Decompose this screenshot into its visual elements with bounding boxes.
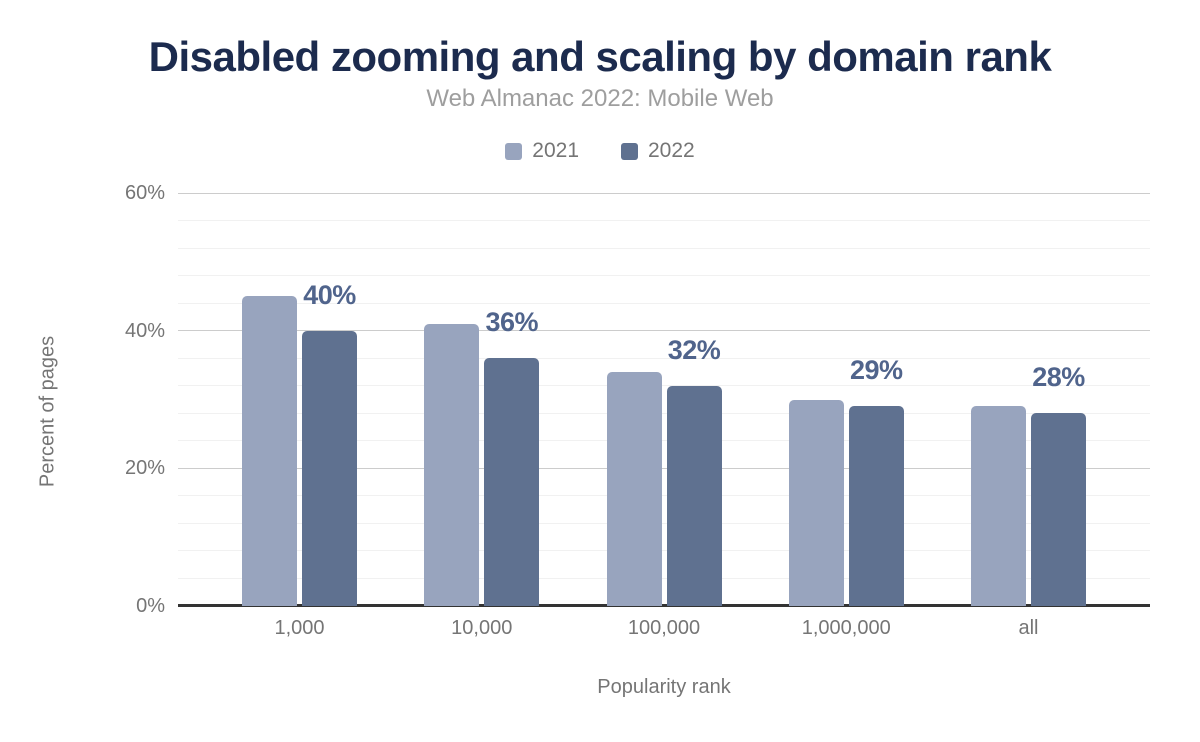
bar-2021-1,000 bbox=[242, 296, 297, 606]
data-label-100,000: 32% bbox=[667, 334, 721, 365]
bar-2021-1,000,000 bbox=[788, 399, 844, 606]
legend-item-2021: 2021 bbox=[505, 139, 579, 163]
x-axis-line bbox=[178, 604, 1150, 607]
bar-group-100,000: 32% 100,000 bbox=[606, 193, 722, 639]
minor-gridline bbox=[178, 550, 1150, 552]
legend-label: 2021 bbox=[532, 139, 579, 162]
bar-2022-100,000 bbox=[666, 385, 722, 606]
major-gridline bbox=[178, 192, 1150, 194]
chart-title: Disabled zooming and scaling by domain r… bbox=[148, 33, 1052, 80]
plot-area: 40% 1,000 36% 10,000 32% 100,000 29% 1,000,000 2… bbox=[178, 192, 1150, 639]
x-axis-tick-label: 100,000 bbox=[627, 617, 701, 639]
bar-group-1,000,000: 29% 1,000,000 bbox=[788, 193, 904, 639]
x-axis-tick-label: 1,000 bbox=[274, 617, 325, 639]
data-label-1,000,000: 29% bbox=[849, 355, 903, 386]
minor-gridline bbox=[178, 357, 1150, 359]
minor-gridline bbox=[178, 440, 1150, 442]
minor-gridline bbox=[178, 412, 1150, 414]
x-axis-tick-label: 1,000,000 bbox=[801, 617, 891, 639]
bar-group-1,000: 40% 1,000 bbox=[242, 193, 357, 639]
legend-swatch-2022 bbox=[621, 142, 638, 160]
y-axis-tick-label: 60% bbox=[124, 182, 165, 204]
data-label-10,000: 36% bbox=[485, 307, 539, 338]
legend-item-2022: 2022 bbox=[621, 139, 695, 163]
legend-label: 2022 bbox=[648, 139, 695, 162]
bar-group-10,000: 36% 10,000 bbox=[424, 193, 540, 639]
y-axis-title: Percent of pages bbox=[36, 335, 59, 488]
minor-gridline bbox=[178, 220, 1150, 222]
legend-swatch-2021 bbox=[505, 142, 523, 160]
major-gridline bbox=[178, 467, 1150, 469]
bar-group-all: 28% all bbox=[971, 193, 1086, 639]
legend: 2021 2022 bbox=[0, 139, 1200, 163]
y-axis-tick-label: 20% bbox=[124, 457, 165, 480]
bar-2022-1,000 bbox=[302, 330, 357, 606]
minor-gridline bbox=[178, 385, 1150, 387]
bar-2022-1,000,000 bbox=[848, 406, 904, 606]
minor-gridline bbox=[178, 247, 1150, 249]
chart-subtitle: Web Almanac 2022: Mobile Web bbox=[426, 85, 774, 112]
data-label-1,000: 40% bbox=[303, 279, 356, 310]
bar-2021-10,000 bbox=[424, 323, 480, 606]
minor-gridline bbox=[178, 275, 1150, 277]
x-axis-tick-label: all bbox=[1018, 617, 1039, 639]
minor-gridline bbox=[178, 302, 1150, 304]
data-label-all: 28% bbox=[1032, 362, 1085, 393]
x-axis-tick-label: 10,000 bbox=[451, 617, 513, 639]
minor-gridline bbox=[178, 577, 1150, 579]
bar-2022-all bbox=[1031, 413, 1086, 606]
minor-gridline bbox=[178, 522, 1150, 524]
minor-gridline bbox=[178, 495, 1150, 497]
bar-2021-all bbox=[971, 406, 1026, 606]
y-axis-tick-label: 0% bbox=[136, 595, 165, 617]
y-axis-tick-label: 40% bbox=[124, 319, 165, 342]
x-axis-title: Popularity rank bbox=[597, 676, 731, 698]
bar-2022-10,000 bbox=[484, 358, 540, 606]
bar-2021-100,000 bbox=[606, 371, 662, 606]
major-gridline bbox=[178, 330, 1150, 332]
